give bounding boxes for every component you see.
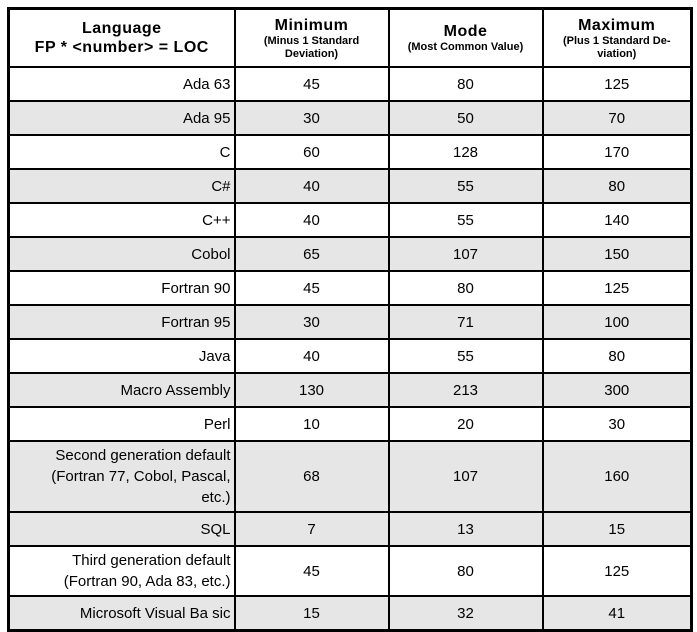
table-row: Ada 95 30 50 70 bbox=[7, 100, 693, 136]
minimum-cell: 30 bbox=[233, 100, 390, 136]
minimum-header-title: Minimum bbox=[274, 16, 349, 34]
maximum-column-header: Maximum (Plus 1 Standard De-viation) bbox=[541, 7, 693, 68]
maximum-cell: 125 bbox=[541, 66, 693, 102]
language-cell: Java bbox=[7, 338, 236, 374]
language-cell: Fortran 95 bbox=[7, 304, 236, 340]
minimum-cell: 40 bbox=[233, 168, 390, 204]
table-header: Language FP * <number> = LOC Minimum (Mi… bbox=[7, 7, 693, 68]
table-row: Java 40 55 80 bbox=[7, 338, 693, 374]
maximum-cell: 170 bbox=[541, 134, 693, 170]
minimum-cell: 45 bbox=[233, 545, 390, 597]
maximum-cell: 30 bbox=[541, 406, 693, 442]
language-cell: Microsoft Visual Ba sic bbox=[7, 595, 236, 632]
maximum-cell: 140 bbox=[541, 202, 693, 238]
minimum-header-subtitle: (Minus 1 Standard Deviation) bbox=[263, 34, 360, 60]
language-cell: SQL bbox=[7, 511, 236, 547]
language-cell: Cobol bbox=[7, 236, 236, 272]
minimum-cell: 7 bbox=[233, 511, 390, 547]
table-row: Macro Assembly 130 213 300 bbox=[7, 372, 693, 408]
mode-header-subtitle: (Most Common Value) bbox=[407, 41, 524, 53]
table-row: Second generation default (Fortran 77, C… bbox=[7, 440, 693, 513]
minimum-cell: 45 bbox=[233, 270, 390, 306]
table-row: Ada 63 45 80 125 bbox=[7, 66, 693, 102]
table-row: Fortran 90 45 80 125 bbox=[7, 270, 693, 306]
maximum-header-subtitle: (Plus 1 Standard De-viation) bbox=[562, 34, 671, 60]
maximum-cell: 150 bbox=[541, 236, 693, 272]
maximum-cell: 300 bbox=[541, 372, 693, 408]
mode-cell: 50 bbox=[387, 100, 544, 136]
table-row: Microsoft Visual Ba sic 15 32 41 bbox=[7, 595, 693, 632]
language-cell: Second generation default (Fortran 77, C… bbox=[7, 440, 236, 513]
loc-per-fp-table: Language FP * <number> = LOC Minimum (Mi… bbox=[7, 7, 693, 632]
minimum-cell: 40 bbox=[233, 202, 390, 238]
header-row: Language FP * <number> = LOC Minimum (Mi… bbox=[7, 7, 693, 68]
language-cell: Ada 95 bbox=[7, 100, 236, 136]
table-row: SQL 7 13 15 bbox=[7, 511, 693, 547]
minimum-cell: 10 bbox=[233, 406, 390, 442]
mode-cell: 213 bbox=[387, 372, 544, 408]
language-cell: Fortran 90 bbox=[7, 270, 236, 306]
mode-cell: 55 bbox=[387, 168, 544, 204]
mode-cell: 80 bbox=[387, 270, 544, 306]
mode-header-title: Mode bbox=[443, 23, 488, 40]
language-header-title: Language bbox=[81, 20, 162, 37]
mode-cell: 107 bbox=[387, 440, 544, 513]
minimum-cell: 45 bbox=[233, 66, 390, 102]
language-cell: C bbox=[7, 134, 236, 170]
mode-cell: 80 bbox=[387, 66, 544, 102]
mode-cell: 20 bbox=[387, 406, 544, 442]
language-cell: Ada 63 bbox=[7, 66, 236, 102]
maximum-cell: 125 bbox=[541, 270, 693, 306]
table-row: C++ 40 55 140 bbox=[7, 202, 693, 238]
table-row: Cobol 65 107 150 bbox=[7, 236, 693, 272]
mode-cell: 80 bbox=[387, 545, 544, 597]
maximum-cell: 100 bbox=[541, 304, 693, 340]
table-row: Perl 10 20 30 bbox=[7, 406, 693, 442]
mode-cell: 107 bbox=[387, 236, 544, 272]
minimum-cell: 40 bbox=[233, 338, 390, 374]
mode-cell: 32 bbox=[387, 595, 544, 632]
language-header-formula: FP * <number> = LOC bbox=[34, 39, 209, 56]
mode-cell: 128 bbox=[387, 134, 544, 170]
maximum-cell: 15 bbox=[541, 511, 693, 547]
maximum-cell: 160 bbox=[541, 440, 693, 513]
maximum-cell: 80 bbox=[541, 338, 693, 374]
minimum-cell: 65 bbox=[233, 236, 390, 272]
minimum-cell: 130 bbox=[233, 372, 390, 408]
minimum-cell: 68 bbox=[233, 440, 390, 513]
minimum-cell: 60 bbox=[233, 134, 390, 170]
language-column-header: Language FP * <number> = LOC bbox=[7, 7, 236, 68]
language-cell: C++ bbox=[7, 202, 236, 238]
mode-column-header: Mode (Most Common Value) bbox=[387, 7, 544, 68]
mode-cell: 13 bbox=[387, 511, 544, 547]
mode-cell: 55 bbox=[387, 202, 544, 238]
minimum-cell: 15 bbox=[233, 595, 390, 632]
maximum-header-title: Maximum bbox=[578, 16, 656, 34]
table-row: Fortran 95 30 71 100 bbox=[7, 304, 693, 340]
maximum-cell: 41 bbox=[541, 595, 693, 632]
minimum-column-header: Minimum (Minus 1 Standard Deviation) bbox=[233, 7, 390, 68]
mode-cell: 55 bbox=[387, 338, 544, 374]
table-row: Third generation default (Fortran 90, Ad… bbox=[7, 545, 693, 597]
language-cell: Macro Assembly bbox=[7, 372, 236, 408]
table-row: C 60 128 170 bbox=[7, 134, 693, 170]
minimum-cell: 30 bbox=[233, 304, 390, 340]
maximum-cell: 125 bbox=[541, 545, 693, 597]
language-cell: C# bbox=[7, 168, 236, 204]
table-row: C# 40 55 80 bbox=[7, 168, 693, 204]
maximum-cell: 80 bbox=[541, 168, 693, 204]
table-body: Ada 63 45 80 125 Ada 95 30 50 70 C 60 128 170 C# 4… bbox=[7, 66, 693, 632]
mode-cell: 71 bbox=[387, 304, 544, 340]
language-cell: Third generation default (Fortran 90, Ad… bbox=[7, 545, 236, 597]
maximum-cell: 70 bbox=[541, 100, 693, 136]
language-cell: Perl bbox=[7, 406, 236, 442]
